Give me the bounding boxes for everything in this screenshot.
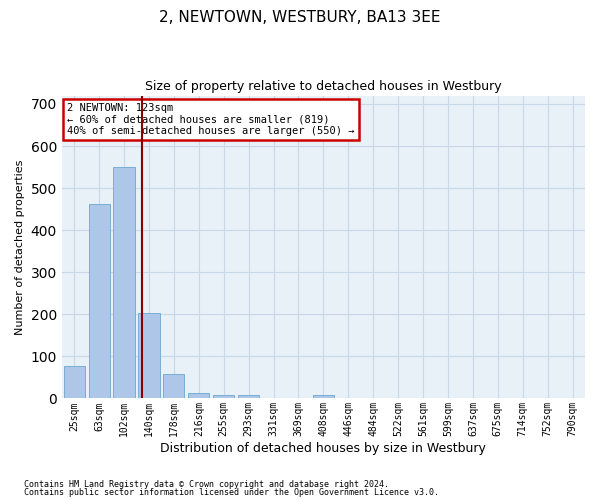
Bar (89, 204, 110, 398)
Bar (163, 374, 184, 398)
Y-axis label: Number of detached properties: Number of detached properties (15, 160, 25, 334)
Text: Contains HM Land Registry data © Crown copyright and database right 2024.: Contains HM Land Registry data © Crown c… (24, 480, 389, 489)
X-axis label: Distribution of detached houses by size in Westbury: Distribution of detached houses by size … (160, 442, 487, 455)
Bar (139, 313, 160, 398)
Bar (188, 392, 209, 398)
Bar (313, 395, 334, 398)
Bar (113, 167, 134, 398)
Bar (64, 366, 85, 398)
Text: 2 NEWTOWN: 123sqm
← 60% of detached houses are smaller (819)
40% of semi-detache: 2 NEWTOWN: 123sqm ← 60% of detached hous… (67, 103, 355, 136)
Text: 2, NEWTOWN, WESTBURY, BA13 3EE: 2, NEWTOWN, WESTBURY, BA13 3EE (159, 10, 441, 25)
Bar (213, 394, 235, 398)
Bar (238, 394, 259, 398)
Title: Size of property relative to detached houses in Westbury: Size of property relative to detached ho… (145, 80, 502, 93)
Text: Contains public sector information licensed under the Open Government Licence v3: Contains public sector information licen… (24, 488, 439, 497)
